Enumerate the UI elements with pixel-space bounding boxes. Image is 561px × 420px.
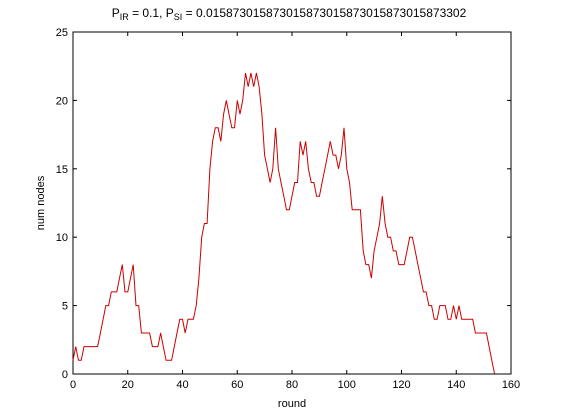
x-tick-label: 40 — [176, 379, 188, 391]
y-tick-label: 20 — [56, 95, 68, 107]
y-tick-label: 10 — [56, 232, 68, 244]
axis-ticks — [72, 31, 512, 375]
plot-area — [72, 31, 512, 375]
y-axis-label: num nodes — [35, 175, 47, 230]
x-tick-label: 20 — [122, 379, 134, 391]
y-tick-label: 5 — [62, 301, 68, 313]
y-tick-label: 0 — [62, 369, 68, 381]
x-axis-label: round — [278, 398, 306, 410]
axis-tick-labels: 0 20 40 60 80 100 120 140 160 0 5 10 15 20 25 — [56, 27, 520, 391]
x-tick-label: 140 — [447, 379, 465, 391]
chart-title: PIR = 0.1, PSI = 0.015873015873015873015… — [112, 6, 467, 22]
series-line-num-nodes — [72, 72, 496, 375]
x-tick-label: 60 — [231, 379, 243, 391]
x-tick-label: 100 — [338, 379, 356, 391]
y-tick-label: 15 — [56, 164, 68, 176]
x-tick-label: 160 — [502, 379, 520, 391]
x-tick-label: 0 — [70, 379, 76, 391]
x-tick-label: 80 — [286, 379, 298, 391]
y-tick-label: 25 — [56, 27, 68, 39]
x-tick-label: 120 — [392, 379, 410, 391]
